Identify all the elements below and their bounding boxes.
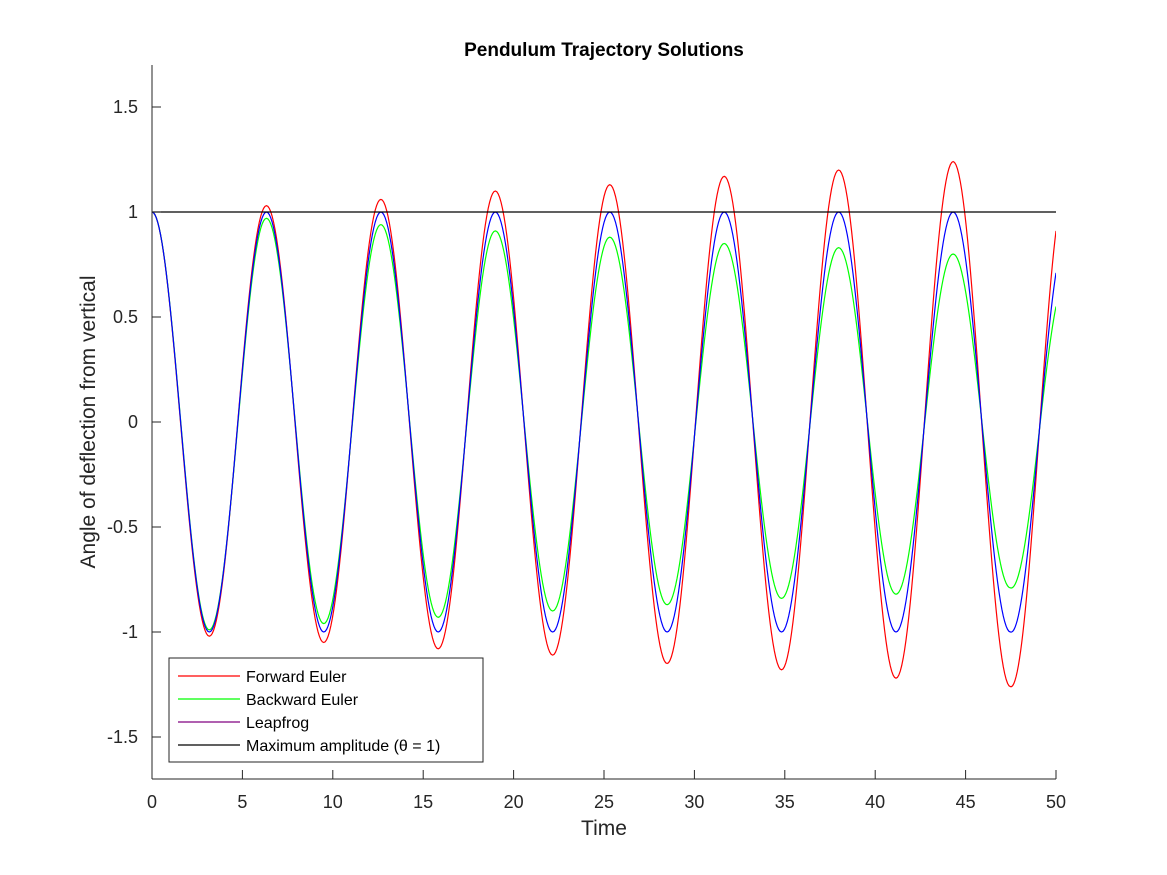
y-axis-label: Angle of deflection from vertical xyxy=(77,276,100,569)
legend-entry: Maximum amplitude (θ = 1) xyxy=(246,738,440,755)
x-tick-label: 20 xyxy=(504,792,524,812)
x-tick-label: 35 xyxy=(775,792,795,812)
y-tick-label: 1 xyxy=(128,202,138,222)
plot-area: 0 5 10 15 20 25 30 35 40 45 50 -1.5 -1 -0.5 0 0.5 1 1.5 xyxy=(107,65,1066,812)
y-tick-label: -1.5 xyxy=(107,727,138,747)
x-tick-label: 50 xyxy=(1046,792,1066,812)
x-tick-label: 30 xyxy=(684,792,704,812)
series-layer xyxy=(152,160,1056,688)
legend-entry: Leapfrog xyxy=(246,715,309,732)
chart-title: Pendulum Trajectory Solutions xyxy=(464,40,744,61)
y-tick-label: -0.5 xyxy=(107,517,138,537)
x-tick-label: 10 xyxy=(323,792,343,812)
legend-entry: Forward Euler xyxy=(246,669,347,686)
x-tick-label: 5 xyxy=(237,792,247,812)
legend-entry: Backward Euler xyxy=(246,692,359,709)
x-tick-label: 40 xyxy=(865,792,885,812)
x-tick-label: 0 xyxy=(147,792,157,812)
x-tick-label: 15 xyxy=(413,792,433,812)
series-line-0 xyxy=(152,160,1056,688)
y-tick-label: 0.5 xyxy=(113,307,138,327)
y-tick-label: 0 xyxy=(128,412,138,432)
x-axis-label: Time xyxy=(581,817,627,840)
x-tick-label: 25 xyxy=(594,792,614,812)
y-tick-label: -1 xyxy=(122,622,138,642)
legend: Forward Euler Backward Euler Leapfrog Maxim… xyxy=(168,657,484,763)
y-tick-label: 1.5 xyxy=(113,97,138,117)
x-tick-label: 45 xyxy=(956,792,976,812)
x-ticks: 0 5 10 15 20 25 30 35 40 45 50 xyxy=(147,770,1066,812)
y-ticks: -1.5 -1 -0.5 0 0.5 1 1.5 xyxy=(107,97,161,747)
